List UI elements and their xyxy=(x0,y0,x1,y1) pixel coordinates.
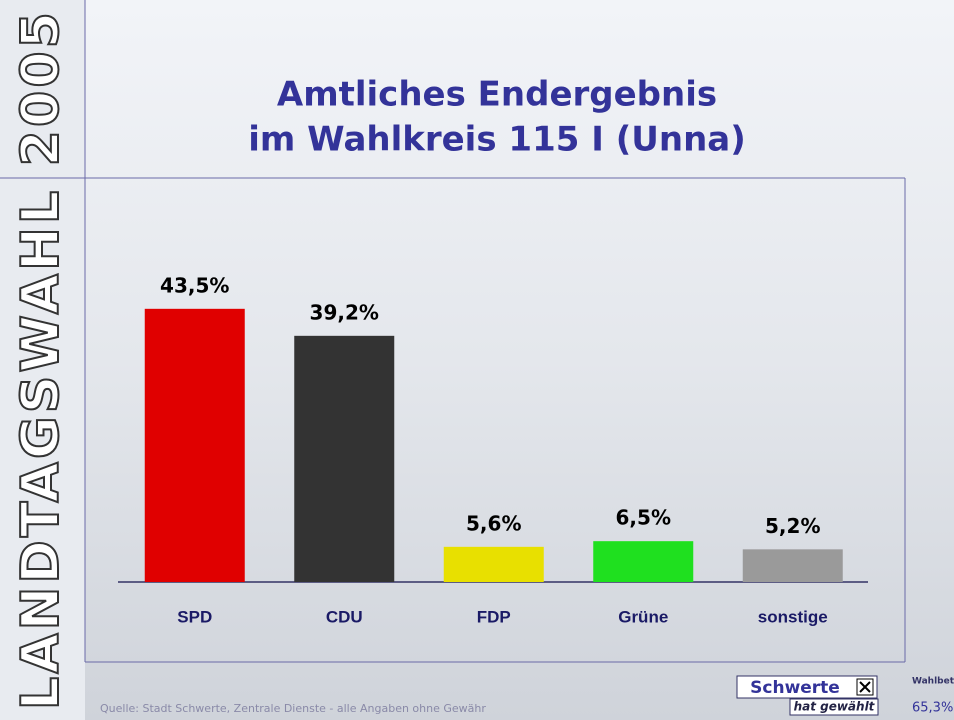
bar xyxy=(294,335,395,582)
x-tick-label: FDP xyxy=(477,607,511,626)
value-label: 39,2% xyxy=(310,300,379,324)
banner: LANDTAGSWAHL 2005 xyxy=(11,10,71,710)
logo-cross xyxy=(859,681,871,693)
x-tick-label: Grüne xyxy=(618,607,668,626)
value-label: 5,6% xyxy=(466,511,521,535)
value-label: 5,2% xyxy=(765,514,820,538)
value-label: 6,5% xyxy=(616,506,671,530)
bar xyxy=(144,308,245,582)
bar xyxy=(443,546,544,582)
turnout-value: 65,3% xyxy=(912,701,953,716)
source: Quelle: Stadt Schwerte, Zentrale Dienste… xyxy=(100,702,486,715)
chart-title: Amtliches Endergebnis xyxy=(277,75,717,115)
x-tick-label: CDU xyxy=(326,607,363,626)
x-tick-label: sonstige xyxy=(758,607,828,626)
bar xyxy=(593,541,694,582)
turnout-label: Wahlbet. xyxy=(912,677,954,687)
logo-sub-box xyxy=(789,698,879,716)
chart-title: im Wahlkreis 115 I (Unna) xyxy=(248,120,746,160)
x-tick-label: SPD xyxy=(177,607,212,626)
logo: Schwerte xyxy=(750,678,840,698)
bar xyxy=(742,549,843,582)
logo-sub: hat gewählt xyxy=(794,700,876,714)
side-band xyxy=(0,0,85,720)
logo-box xyxy=(736,675,878,699)
value-label: 43,5% xyxy=(160,273,229,297)
